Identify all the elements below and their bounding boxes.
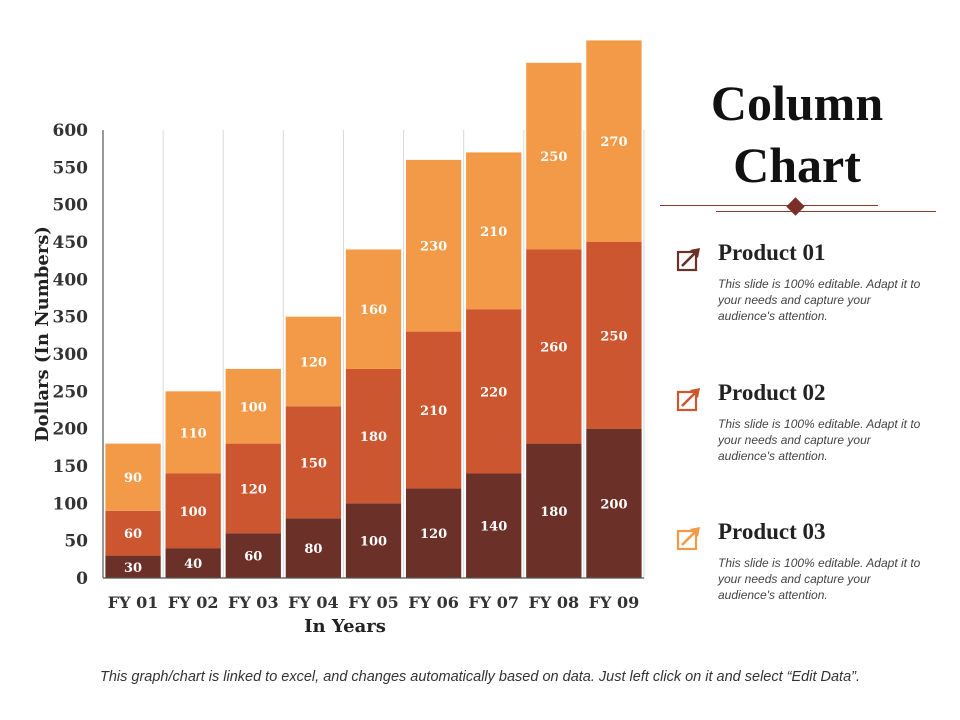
- data-label: 100: [360, 535, 387, 550]
- x-tick-label: FY 04: [288, 593, 339, 612]
- data-label: 100: [180, 505, 207, 520]
- arrow-up-right-icon: [676, 388, 700, 412]
- x-tick-label: FY 09: [589, 593, 640, 612]
- y-axis-title: Dollars (In Numbers): [32, 226, 53, 442]
- diamond-icon: [786, 197, 805, 216]
- title-divider: [660, 197, 936, 218]
- bar-product-03-fy-05: [345, 249, 402, 369]
- legend-description: This slide is 100% editable. Adapt it to…: [718, 556, 921, 602]
- data-label: 110: [180, 426, 207, 441]
- x-axis-title: In Years: [304, 616, 386, 637]
- y-tick-label: 550: [53, 158, 89, 178]
- bar-product-03-fy-01: [105, 443, 161, 511]
- legend-name: Product 03: [718, 519, 826, 544]
- data-label: 80: [304, 542, 322, 557]
- chart-svg: 30 60 90 40 100 110 60 120 100 80 150 120 100 180 160 1…: [32, 40, 645, 637]
- bar-product-01-fy-06: [405, 488, 462, 578]
- data-label: 260: [540, 341, 567, 356]
- bar-product-03-fy-09: [586, 40, 642, 243]
- data-label: 60: [124, 527, 142, 542]
- y-tick-label: 350: [53, 308, 89, 328]
- legend-name: Product 01: [718, 240, 826, 265]
- data-label: 200: [600, 497, 627, 512]
- y-tick-label: 500: [53, 196, 89, 216]
- x-tick-label: FY 03: [228, 593, 279, 612]
- data-label: 40: [184, 557, 202, 572]
- bar-product-01-fy-04: [285, 518, 342, 578]
- x-tick-label: FY 02: [168, 593, 219, 612]
- data-label: 230: [420, 240, 447, 255]
- data-label: 150: [300, 456, 327, 471]
- y-tick-label: 300: [53, 345, 89, 365]
- bar-product-03-fy-08: [526, 62, 582, 250]
- data-label: 90: [124, 471, 142, 486]
- bar-product-02-fy-04: [285, 406, 342, 519]
- data-label: 140: [480, 520, 507, 535]
- data-label: 180: [540, 505, 567, 520]
- data-label: 210: [420, 404, 447, 419]
- bar-product-03-fy-07: [466, 152, 522, 310]
- y-tick-label: 100: [53, 494, 89, 514]
- column-chart: 30 60 90 40 100 110 60 120 100 80 150 120 100 180 160 1…: [32, 40, 645, 637]
- bar-product-02-fy-02: [165, 473, 221, 549]
- y-tick-label: 50: [64, 532, 88, 552]
- x-tick-label: FY 07: [468, 593, 519, 612]
- data-label: 250: [540, 150, 567, 165]
- arrow-up-right-icon: [676, 527, 700, 551]
- bar-product-02-fy-08: [526, 249, 582, 444]
- data-label: 220: [480, 385, 507, 400]
- x-tick-label: FY 05: [348, 593, 399, 612]
- data-label: 60: [244, 550, 262, 565]
- data-label: 120: [240, 482, 267, 497]
- bar-product-01-fy-03: [225, 533, 281, 578]
- bar-product-02-fy-03: [225, 443, 281, 534]
- bar-product-02-fy-06: [405, 331, 462, 489]
- y-tick-label: 200: [53, 420, 89, 440]
- data-label: 120: [300, 355, 327, 370]
- x-tick-label: FY 01: [108, 593, 159, 612]
- data-label: 210: [480, 225, 507, 240]
- bar-product-02-fy-05: [345, 368, 402, 504]
- bar-product-03-fy-02: [165, 391, 221, 474]
- data-label: 30: [124, 561, 142, 576]
- data-label: 250: [600, 329, 627, 344]
- data-label: 270: [600, 135, 627, 150]
- bar-product-01-fy-02: [165, 548, 221, 578]
- data-label: 120: [420, 527, 447, 542]
- bar-product-03-fy-03: [225, 368, 281, 444]
- y-tick-label: 150: [53, 457, 89, 477]
- bar-product-01-fy-09: [586, 428, 642, 578]
- data-label: 100: [240, 400, 267, 415]
- legend-name: Product 02: [718, 380, 826, 405]
- y-tick-label: 250: [53, 382, 89, 402]
- legend-description: This slide is 100% editable. Adapt it to…: [718, 417, 921, 463]
- y-tick-label: 450: [53, 233, 89, 253]
- data-label: 160: [360, 303, 387, 318]
- x-tick-label: FY 08: [529, 593, 580, 612]
- bar-product-01-fy-07: [466, 473, 522, 578]
- arrow-up-right-icon: [676, 248, 700, 272]
- y-tick-label: 400: [53, 270, 89, 290]
- page-title: Column Chart: [710, 75, 884, 193]
- bar-product-03-fy-06: [405, 159, 462, 332]
- x-tick-label: FY 06: [408, 593, 459, 612]
- bar-product-01-fy-01: [105, 555, 161, 578]
- footnote: This graph/chart is linked to excel, and…: [99, 669, 861, 685]
- bar-product-02-fy-09: [586, 242, 642, 429]
- y-tick-label: 600: [53, 121, 89, 141]
- bar-product-03-fy-04: [285, 316, 342, 407]
- bar-product-02-fy-01: [105, 510, 161, 556]
- y-tick-label: 0: [76, 569, 88, 589]
- bar-product-01-fy-08: [526, 443, 582, 578]
- data-label: 180: [360, 430, 387, 445]
- legend-description: This slide is 100% editable. Adapt it to…: [718, 277, 921, 323]
- bar-product-01-fy-05: [345, 503, 402, 578]
- bar-product-02-fy-07: [466, 309, 522, 474]
